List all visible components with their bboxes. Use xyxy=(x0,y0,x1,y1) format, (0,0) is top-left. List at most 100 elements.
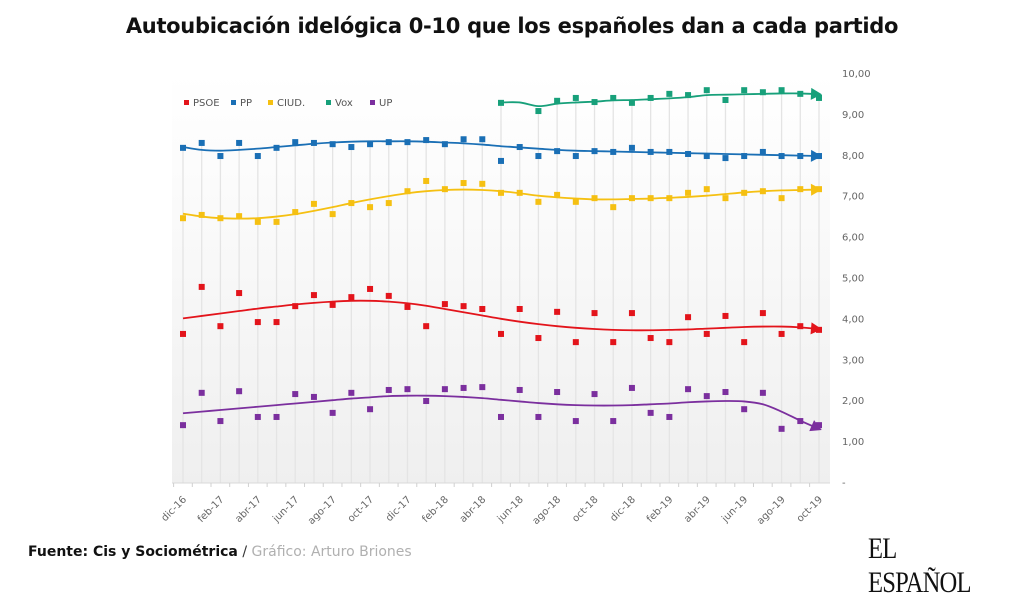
x-tick-label: ago-18 xyxy=(531,494,564,527)
point-psoe xyxy=(685,314,692,321)
point-vox xyxy=(498,99,504,106)
point-ciud xyxy=(572,198,579,205)
point-ciud xyxy=(236,213,243,220)
point-up xyxy=(423,398,430,405)
el-espanol-logo: EL ESPAÑOL xyxy=(868,532,972,599)
point-up xyxy=(628,384,635,391)
x-axis: dic-16 feb-17 abr-17 jun-17 ago-17 oct-17 dic-… xyxy=(159,494,825,527)
point-psoe xyxy=(554,308,561,315)
point-pp xyxy=(310,139,317,146)
point-pp xyxy=(759,148,766,155)
point-up xyxy=(254,413,261,420)
legend-label-ciud: CIUD. xyxy=(277,98,305,109)
trend-arrow-up xyxy=(809,420,822,432)
point-pp xyxy=(479,136,486,143)
point-psoe xyxy=(778,330,785,337)
point-up xyxy=(479,384,486,391)
point-pp xyxy=(778,153,785,160)
chart: - 1,00 2,00 3,00 4,00 5,00 6,00 7,00 8,00 9,00 10,… xyxy=(159,69,871,527)
point-vox xyxy=(647,94,654,101)
x-tick-label: oct-19 xyxy=(795,494,825,524)
point-pp xyxy=(404,139,411,146)
point-up xyxy=(310,393,317,400)
point-pp xyxy=(385,139,392,146)
point-up xyxy=(666,413,673,420)
legend-swatch-psoe xyxy=(184,100,189,105)
point-up xyxy=(797,418,804,425)
y-tick-label: 8,00 xyxy=(842,151,864,162)
point-vox xyxy=(685,92,692,99)
point-pp xyxy=(610,148,617,155)
point-pp xyxy=(180,144,186,151)
point-psoe xyxy=(236,290,243,297)
point-up xyxy=(572,418,579,425)
point-vox xyxy=(666,90,673,97)
point-up xyxy=(441,386,448,393)
point-ciud xyxy=(722,195,729,202)
point-ciud xyxy=(367,204,374,211)
x-tick-label: abr-17 xyxy=(233,494,264,525)
point-up xyxy=(198,389,205,396)
point-pp xyxy=(254,153,261,160)
point-ciud xyxy=(348,200,355,207)
point-psoe xyxy=(591,310,598,317)
point-up xyxy=(591,391,598,398)
point-pp xyxy=(198,139,205,146)
legend-label-pp: PP xyxy=(240,98,252,109)
x-tick-label: jun-17 xyxy=(270,494,301,525)
point-up xyxy=(685,386,692,393)
point-psoe xyxy=(610,339,617,346)
point-pp xyxy=(722,155,729,162)
point-ciud xyxy=(385,200,392,207)
y-tick-label: 9,00 xyxy=(842,110,864,121)
point-up xyxy=(778,425,785,432)
point-psoe xyxy=(404,303,411,310)
legend: PSOE PP CIUD. Vox UP xyxy=(184,98,392,109)
point-ciud xyxy=(778,195,785,202)
point-up xyxy=(348,389,355,396)
point-ciud xyxy=(180,215,186,222)
point-up xyxy=(292,391,299,398)
point-psoe xyxy=(423,323,430,330)
point-up xyxy=(236,388,243,395)
x-tick-label: abr-18 xyxy=(458,494,489,525)
point-psoe xyxy=(385,292,392,299)
y-axis: - 1,00 2,00 3,00 4,00 5,00 6,00 7,00 8,00 9,00 10,… xyxy=(842,69,871,489)
point-up xyxy=(759,389,766,396)
point-pp xyxy=(816,153,822,160)
footer: Fuente: Cis y Sociométrica / Gráfico: Ar… xyxy=(28,544,412,560)
point-ciud xyxy=(741,189,748,196)
point-psoe xyxy=(441,301,448,308)
point-up xyxy=(329,409,336,416)
point-psoe xyxy=(254,319,261,326)
point-pp xyxy=(273,144,280,151)
point-up xyxy=(554,389,561,396)
y-tick-label: 4,00 xyxy=(842,314,864,325)
point-psoe xyxy=(741,339,748,346)
point-pp xyxy=(460,136,467,143)
point-vox xyxy=(722,96,729,103)
x-tick-label: dic-17 xyxy=(384,494,414,524)
point-pp xyxy=(441,141,448,148)
legend-swatch-vox xyxy=(326,100,331,105)
point-ciud xyxy=(273,218,280,225)
data-points xyxy=(180,87,822,432)
y-tick-label: 7,00 xyxy=(842,192,864,203)
point-psoe xyxy=(367,285,374,292)
point-pp xyxy=(329,141,336,148)
point-vox xyxy=(703,87,710,94)
legend-swatch-pp xyxy=(231,100,236,105)
point-ciud xyxy=(254,218,261,225)
x-tick-label: dic-16 xyxy=(159,494,189,524)
point-up xyxy=(385,386,392,393)
point-pp xyxy=(685,150,692,157)
point-pp xyxy=(498,157,504,164)
legend-label-up: UP xyxy=(379,98,392,109)
point-psoe xyxy=(666,339,673,346)
point-psoe xyxy=(816,326,822,333)
y-tick-label: 5,00 xyxy=(842,274,864,285)
trend-line-psoe xyxy=(182,299,820,332)
point-psoe xyxy=(348,294,355,301)
point-pp xyxy=(423,137,430,144)
point-ciud xyxy=(591,195,598,202)
